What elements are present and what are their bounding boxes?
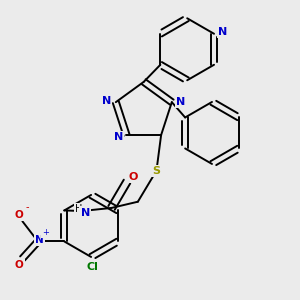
Text: S: S	[152, 166, 160, 176]
Text: N: N	[114, 132, 123, 142]
Text: O: O	[15, 210, 24, 220]
Text: N: N	[35, 235, 44, 245]
Text: Cl: Cl	[87, 262, 99, 272]
Text: O: O	[128, 172, 138, 182]
Text: N: N	[218, 27, 227, 37]
Text: +: +	[42, 228, 49, 237]
Text: O: O	[15, 260, 24, 270]
Text: N: N	[80, 208, 90, 218]
Text: H: H	[75, 205, 83, 214]
Text: N: N	[176, 97, 186, 106]
Text: -: -	[25, 202, 29, 212]
Text: N: N	[102, 96, 111, 106]
